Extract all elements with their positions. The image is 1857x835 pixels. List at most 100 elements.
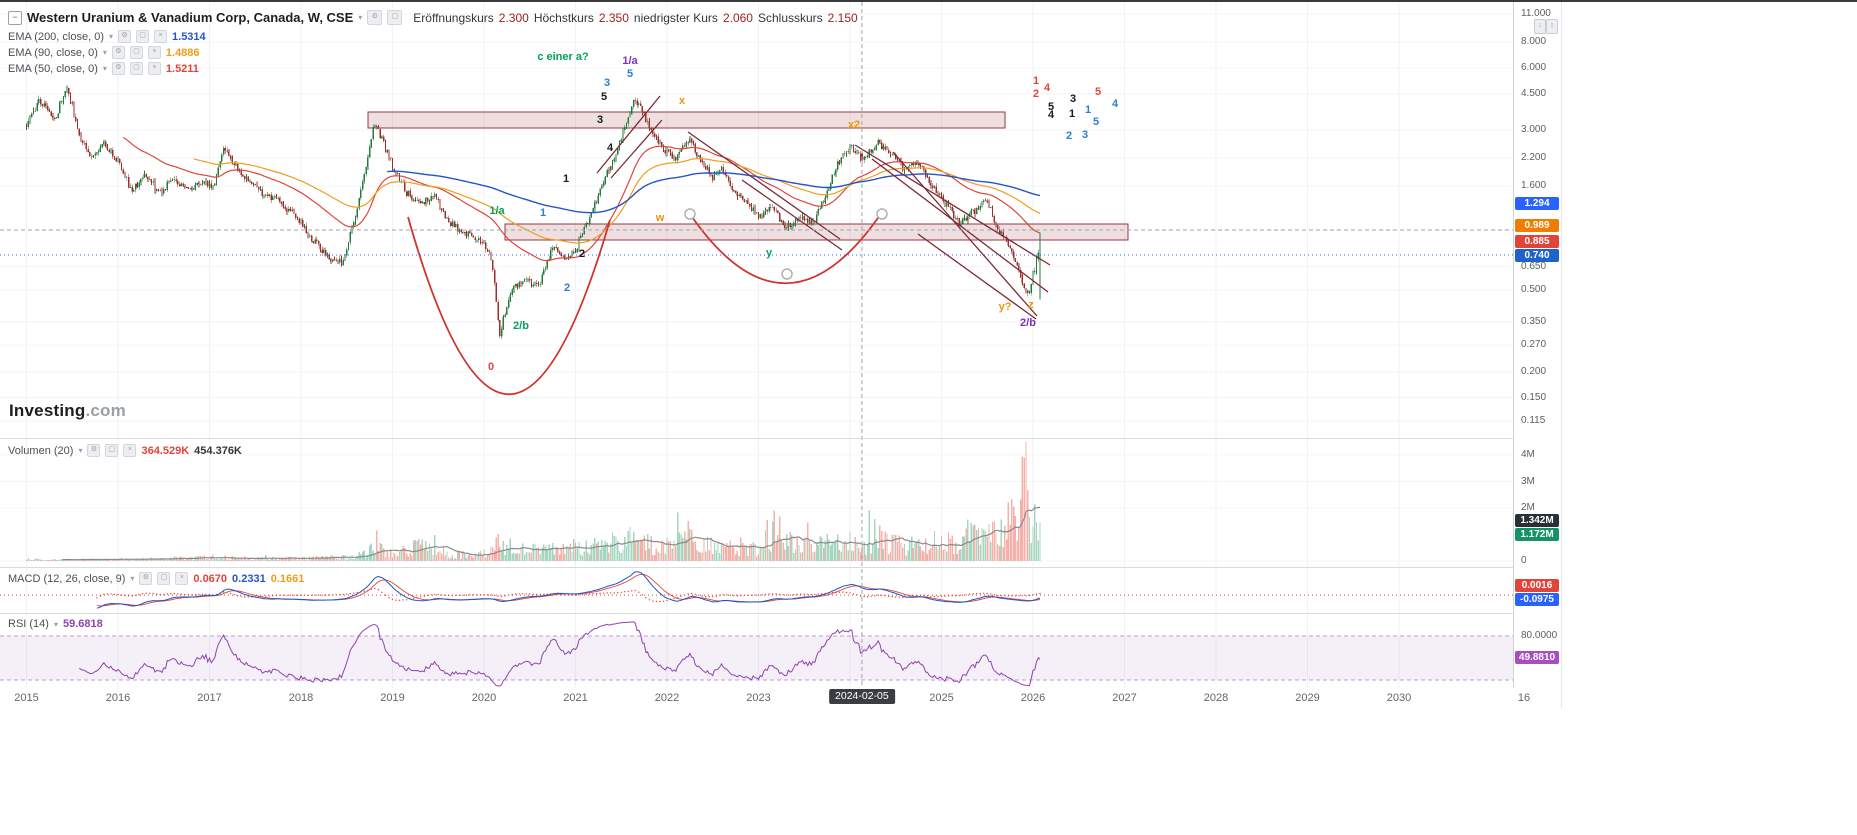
price-tick-label: 6.000 [1521,62,1547,74]
price-badge: 1.294 [1515,197,1559,211]
indicator-settings-icon[interactable]: ⚙ [111,46,125,59]
time-tick-label: 2021 [563,692,588,704]
indicator-style-icon[interactable]: ▢ [136,30,150,43]
macd-hist-value: 0.0670 [193,572,228,585]
low-value: 2.060 [722,10,753,25]
price-tick-label: 0.200 [1521,365,1547,377]
chevron-down-icon[interactable]: ▾ [102,64,107,73]
price-badge: 0.989 [1515,219,1559,233]
indicator-style-icon[interactable]: ▢ [129,46,143,59]
indicator-style-icon[interactable]: ▢ [129,62,143,75]
indicator-remove-icon[interactable]: × [147,46,161,59]
volume-tick-label: 0 [1521,555,1527,566]
rsi-value: 59.6818 [62,618,103,630]
chevron-down-icon[interactable]: ▾ [53,619,58,629]
volume-badge: 1.342M [1515,514,1559,527]
time-tick-label: 2018 [288,692,314,704]
volume-tick-label: 2M [1521,502,1535,513]
chart-canvas[interactable] [0,2,1513,708]
pane-divider[interactable] [0,613,1561,614]
chevron-down-icon[interactable]: ▾ [358,13,363,22]
chevron-down-icon[interactable]: ▾ [130,574,135,583]
volume-row: Volumen (20) ▾ ⚙ ▢ × 364.529K 454.376K [8,444,242,457]
time-tick-label: 2022 [654,692,680,704]
price-badge: 0.885 [1515,235,1559,248]
price-tick-label: 0.350 [1521,315,1547,327]
ema200-row: EMA (200, close, 0) ▾ ⚙ ▢ × 1.5314 [8,30,206,43]
volume-tick-label: 4M [1521,449,1535,460]
chevron-down-icon[interactable]: ▾ [102,48,107,57]
title-row: − Western Uranium & Vanadium Corp, Canad… [8,10,858,25]
price-tick-label: 4.500 [1521,87,1547,99]
high-label: Höchstkurs [533,10,594,25]
indicator-remove-icon[interactable]: × [147,62,161,75]
open-value: 2.300 [498,10,529,25]
price-tick-label: 11.000 [1521,7,1551,19]
price-tick-label: 1.600 [1521,180,1547,192]
indicator-settings-icon[interactable]: ⚙ [118,30,132,43]
chart-panel: − Western Uranium & Vanadium Corp, Canad… [0,2,1562,708]
volume-label: Volumen (20) [8,444,74,457]
open-label: Eröffnungskurs [413,10,494,25]
chart-settings-icon[interactable]: ⚙ [367,10,383,25]
price-tick-label: 0.500 [1521,283,1547,295]
low-label: niedrigster Kurs [633,10,718,25]
close-label: Schlusskurs [757,10,823,25]
price-tick-label: 2.200 [1521,151,1547,163]
pane-divider[interactable] [0,438,1561,439]
time-tick-label: 2020 [471,692,497,704]
time-tick-label: 2016 [105,692,131,704]
price-axis[interactable]: ↕ ↕ 11.000 8.000 6.000 4.500 3.000 2.200 1.600… [1513,2,1562,708]
price-tick-label: 0.150 [1521,391,1547,403]
rsi-label: RSI (14) [8,618,49,630]
volume-tick-label: 3M [1521,475,1535,487]
indicator-settings-icon[interactable]: ⚙ [111,62,125,75]
macd-signal-value: 0.1661 [270,572,305,585]
ema90-value: 1.4886 [165,46,200,59]
logo-name: Investing [9,401,86,420]
price-tick-label: 3.000 [1521,123,1547,135]
macd-label: MACD (12, 26, close, 9) [8,572,126,585]
rsi-badge: 49.8810 [1515,651,1559,664]
ema200-label: EMA (200, close, 0) [8,30,104,43]
time-tick-label: 2023 [746,692,771,704]
macd-row: MACD (12, 26, close, 9) ▾ ⚙ ▢ × 0.0670 0… [8,572,304,585]
pane-scale-icon[interactable]: ↕ [1546,19,1558,34]
volume-value: 364.529K [141,444,190,457]
collapse-panel-icon[interactable]: − [8,10,22,25]
chevron-down-icon[interactable]: ▾ [109,32,114,41]
chart-style-icon[interactable]: ▢ [387,10,403,25]
volume-ma-value: 454.376K [194,444,242,457]
indicator-remove-icon[interactable]: × [123,444,137,457]
indicator-remove-icon[interactable]: × [154,30,168,43]
ema50-value: 1.5211 [165,62,199,75]
indicator-style-icon[interactable]: ▢ [157,572,171,585]
indicator-style-icon[interactable]: ▢ [105,444,119,457]
crosshair-date-badge: 2024-02-05 [829,689,895,704]
time-tick-label: 2026 [1020,692,1046,704]
logo-tld: .com [85,401,126,420]
price-tick-label: 0.650 [1521,260,1547,272]
macd-value: 0.2331 [232,572,266,585]
symbol-title: Western Uranium & Vanadium Corp, Canada,… [27,10,354,25]
time-tick-label: 16 [1517,692,1531,704]
time-tick-label: 2030 [1386,692,1412,704]
indicator-settings-icon[interactable]: ⚙ [87,444,101,457]
time-tick-label: 2028 [1203,692,1229,704]
ema50-row: EMA (50, close, 0) ▾ ⚙ ▢ × 1.5211 [8,62,199,75]
pane-scale-icon[interactable]: ↕ [1534,19,1546,34]
ema200-value: 1.5314 [172,30,206,43]
indicator-remove-icon[interactable]: × [175,572,189,585]
indicator-settings-icon[interactable]: ⚙ [139,572,153,585]
chevron-down-icon[interactable]: ▾ [78,446,83,455]
investing-logo: Investing.com [9,401,126,421]
time-tick-label: 2027 [1112,692,1137,704]
macd-badge: -0.0975 [1515,593,1559,606]
price-tick-label: 8.000 [1521,36,1547,48]
ema50-label: EMA (50, close, 0) [8,62,98,75]
time-tick-label: 2015 [14,692,39,704]
time-axis[interactable]: 2015 2016 2017 2018 2019 2020 2021 2022 2023 2024… [0,688,1561,708]
pane-divider[interactable] [0,567,1561,568]
time-tick-label: 2017 [197,692,222,704]
